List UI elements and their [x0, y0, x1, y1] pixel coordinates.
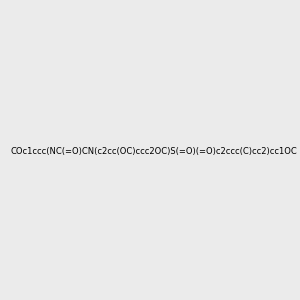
Text: COc1ccc(NC(=O)CN(c2cc(OC)ccc2OC)S(=O)(=O)c2ccc(C)cc2)cc1OC: COc1ccc(NC(=O)CN(c2cc(OC)ccc2OC)S(=O)(=O… — [11, 147, 297, 156]
